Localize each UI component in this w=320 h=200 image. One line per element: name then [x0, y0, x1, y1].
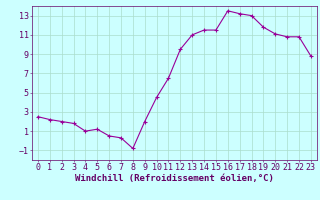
- X-axis label: Windchill (Refroidissement éolien,°C): Windchill (Refroidissement éolien,°C): [75, 174, 274, 183]
